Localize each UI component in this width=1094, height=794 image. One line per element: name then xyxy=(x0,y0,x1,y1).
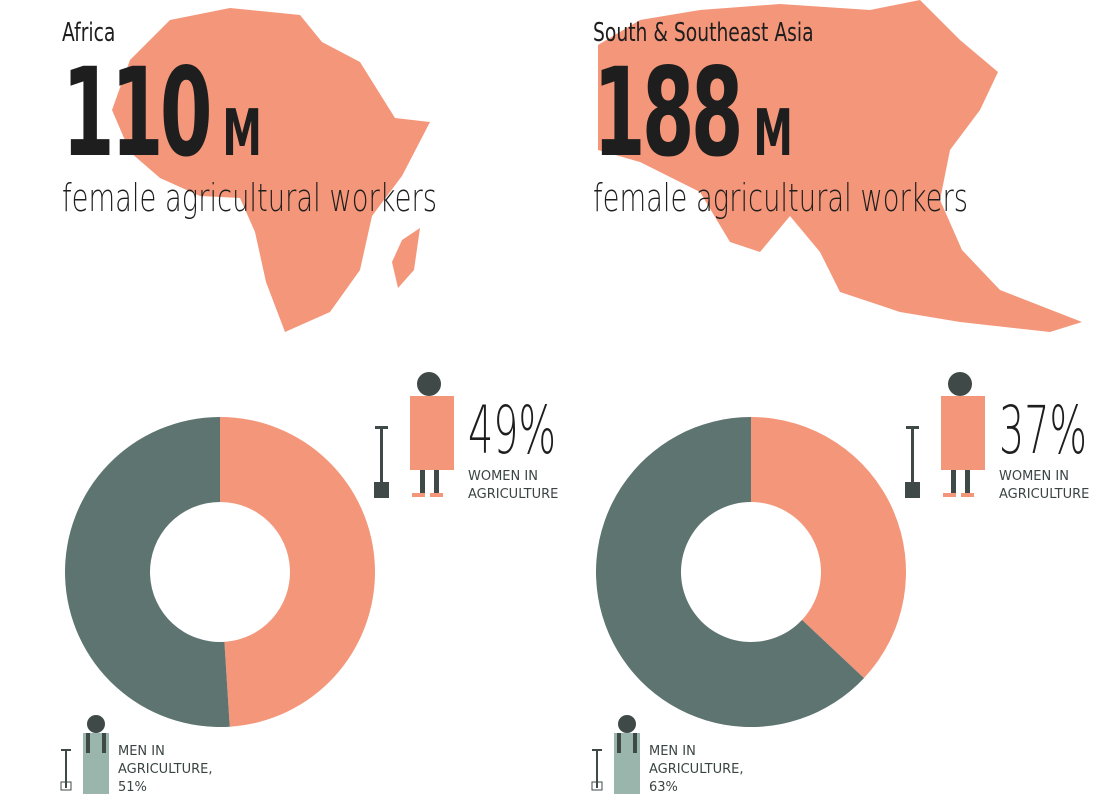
head xyxy=(618,715,636,733)
shovel-top xyxy=(906,426,919,429)
dress xyxy=(410,396,454,470)
women-label: WOMEN IN AGRICULTURE xyxy=(999,469,1090,502)
head xyxy=(948,372,972,396)
woman-icon xyxy=(905,372,985,498)
fork-head xyxy=(591,781,603,791)
head xyxy=(417,372,441,396)
donut-segment xyxy=(595,417,864,727)
strap xyxy=(633,733,637,753)
headline-unit: M xyxy=(222,97,261,171)
africa-map xyxy=(112,8,430,332)
leg xyxy=(951,470,956,494)
foot xyxy=(412,493,425,497)
fork-top xyxy=(592,749,602,751)
region-title: Africa xyxy=(62,18,116,48)
fork-handle xyxy=(65,750,67,788)
donut-segment xyxy=(751,417,906,679)
shovel-blade xyxy=(905,482,920,498)
man-icon xyxy=(591,715,640,794)
shovel-handle xyxy=(911,428,914,483)
subtitle: female agricultural workers xyxy=(62,176,437,220)
men-percent: 51% xyxy=(118,780,147,794)
men-percent: 63% xyxy=(649,780,678,794)
region-title: South & Southeast Asia xyxy=(593,18,814,48)
fork-head xyxy=(60,781,72,791)
head xyxy=(87,715,105,733)
headline: 188 M xyxy=(593,52,793,174)
fork-top xyxy=(61,749,71,751)
fork-handle xyxy=(596,750,598,788)
foot xyxy=(961,493,974,497)
woman-icon xyxy=(374,372,454,498)
leg xyxy=(965,470,970,494)
leg xyxy=(434,470,439,494)
headline: 110 M xyxy=(62,52,262,174)
strap xyxy=(102,733,106,753)
leg xyxy=(420,470,425,494)
shovel-top xyxy=(375,426,388,429)
asia-map xyxy=(598,0,1082,332)
donut-segment xyxy=(220,417,375,727)
man-icon xyxy=(60,715,109,794)
strap xyxy=(86,733,90,753)
women-percent: 49% xyxy=(468,392,557,469)
dress xyxy=(941,396,985,470)
subtitle: female agricultural workers xyxy=(593,176,968,220)
foot xyxy=(943,493,956,497)
strap xyxy=(617,733,621,753)
shovel-handle xyxy=(380,428,383,483)
headline-value: 110 xyxy=(62,42,212,184)
women-percent: 37% xyxy=(999,392,1088,469)
men-label: MEN IN AGRICULTURE, xyxy=(118,744,213,777)
headline-value: 188 xyxy=(593,42,743,184)
shovel-blade xyxy=(374,482,389,498)
men-label: MEN IN AGRICULTURE, xyxy=(649,744,744,777)
foot xyxy=(430,493,443,497)
donut-segment xyxy=(64,417,230,728)
headline-unit: M xyxy=(753,97,792,171)
women-label: WOMEN IN AGRICULTURE xyxy=(468,469,559,502)
